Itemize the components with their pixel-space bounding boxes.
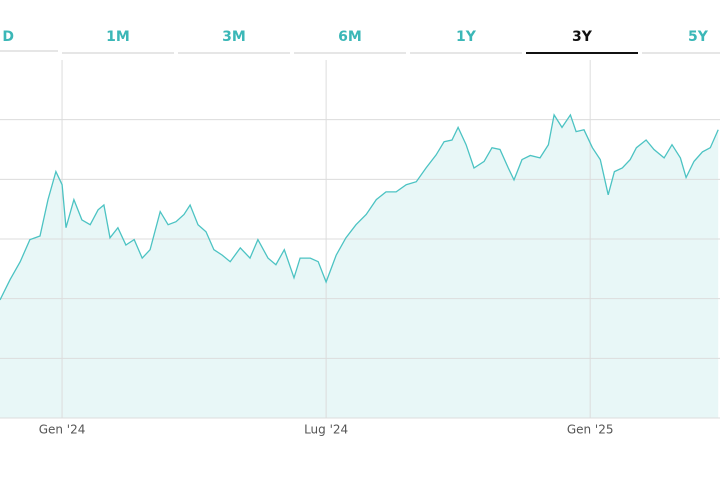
range-tab[interactable]: 3Y (526, 22, 638, 54)
price-line (0, 113, 719, 301)
x-tick-label: Gen '24 (39, 423, 86, 437)
range-tab[interactable]: 3M (178, 22, 290, 54)
range-tab[interactable]: 5Y (642, 22, 720, 54)
x-tick-label: Lug '24 (304, 423, 348, 437)
range-tab[interactable]: 1M (62, 22, 174, 54)
range-tab[interactable]: 1Y (410, 22, 522, 54)
area (0, 114, 719, 419)
range-tab[interactable]: 6M (294, 22, 406, 54)
x-tick-label: Gen '25 (567, 423, 614, 437)
range-tab[interactable]: D (0, 22, 58, 52)
